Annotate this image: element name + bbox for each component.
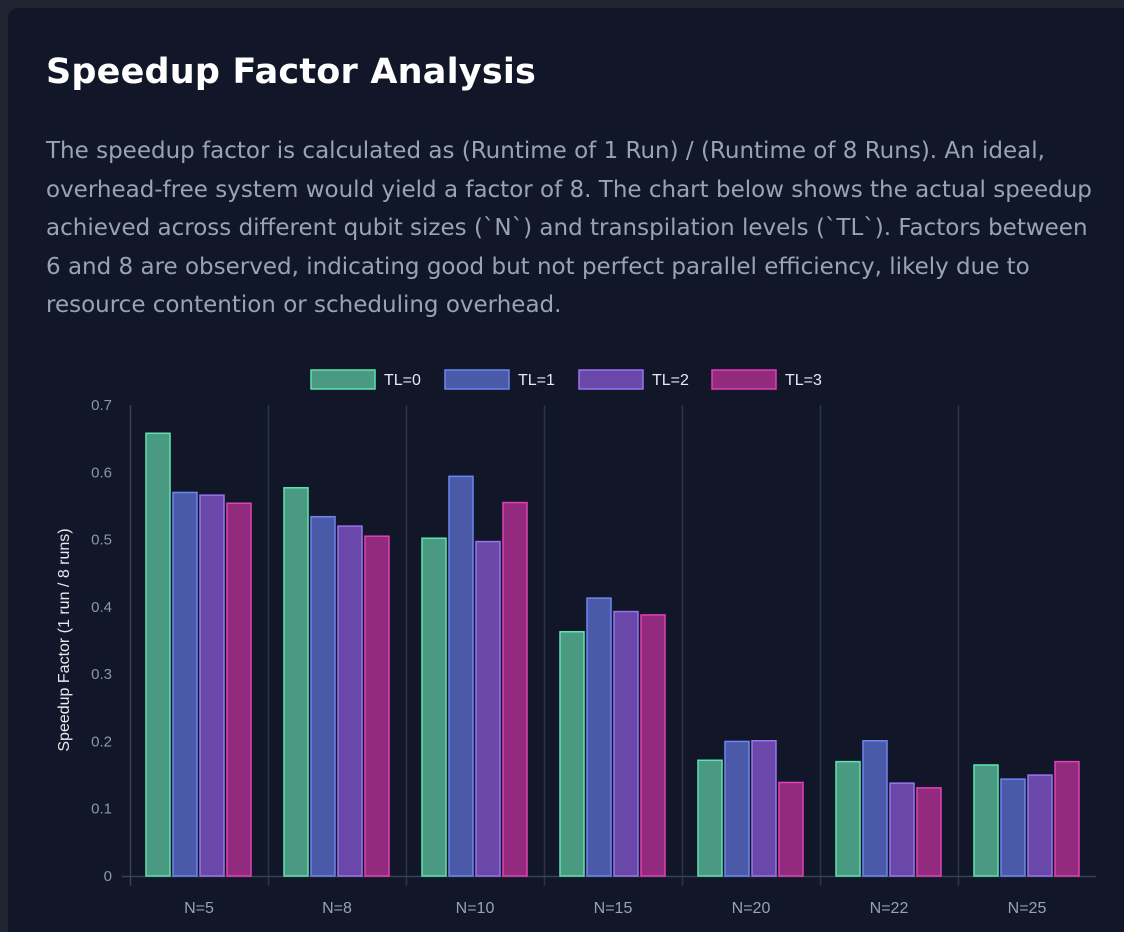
bar-tl1-n8[interactable] bbox=[310, 515, 336, 877]
legend-swatch[interactable] bbox=[711, 369, 777, 390]
bar-tl3-n5[interactable] bbox=[226, 502, 252, 877]
x-tick-label: N=20 bbox=[732, 900, 771, 917]
bar-tl1-n15[interactable] bbox=[586, 597, 612, 877]
chart-legend: TL=0 TL=1 TL=2 TL=3 bbox=[310, 369, 822, 390]
y-tick-label: 0 bbox=[104, 868, 112, 885]
bar-tl3-n20[interactable] bbox=[778, 781, 804, 877]
bar-tl1-n10[interactable] bbox=[448, 475, 474, 877]
x-tick-label: N=8 bbox=[322, 900, 352, 917]
x-tick-label: N=22 bbox=[870, 900, 909, 917]
x-tick-label: N=25 bbox=[1008, 900, 1047, 917]
bar-tl3-n25[interactable] bbox=[1054, 760, 1080, 877]
bar-tl2-n25[interactable] bbox=[1027, 774, 1053, 877]
bar-tl0-n5[interactable] bbox=[145, 432, 171, 877]
bar-tl0-n22[interactable] bbox=[835, 760, 861, 877]
y-tick-label: 0.6 bbox=[91, 464, 112, 481]
bar-tl1-n20[interactable] bbox=[724, 740, 750, 877]
section-description: The speedup factor is calculated as (Run… bbox=[46, 138, 1092, 318]
chart-axes: 0 0.1 0.2 0.3 0.4 0.5 0.6 0.7 N=5 N=8 N=10 N=15 N=20… bbox=[91, 397, 1046, 917]
y-tick-label: 0.3 bbox=[91, 666, 112, 683]
legend-label[interactable]: TL=3 bbox=[785, 372, 822, 389]
bar-tl1-n22[interactable] bbox=[862, 740, 888, 877]
y-tick-label: 0.1 bbox=[91, 801, 112, 818]
legend-label[interactable]: TL=2 bbox=[652, 372, 689, 389]
bar-tl0-n8[interactable] bbox=[283, 487, 309, 877]
chart-bars bbox=[145, 432, 1080, 877]
bar-tl1-n25[interactable] bbox=[1000, 778, 1026, 877]
x-tick-label: N=10 bbox=[456, 900, 495, 917]
section-title: Speedup Factor Analysis bbox=[46, 52, 537, 92]
y-tick-label: 0.5 bbox=[91, 532, 112, 549]
bar-tl0-n20[interactable] bbox=[697, 759, 723, 877]
bar-tl2-n22[interactable] bbox=[889, 782, 915, 877]
y-tick-label: 0.4 bbox=[91, 599, 112, 616]
x-tick-label: N=5 bbox=[184, 900, 214, 917]
bar-tl2-n8[interactable] bbox=[337, 525, 363, 877]
legend-swatch[interactable] bbox=[310, 369, 376, 390]
bar-tl2-n15[interactable] bbox=[613, 610, 639, 877]
legend-label[interactable]: TL=1 bbox=[518, 372, 555, 389]
x-tick-label: N=15 bbox=[594, 900, 633, 917]
legend-swatch[interactable] bbox=[578, 369, 644, 390]
bar-tl0-n25[interactable] bbox=[973, 764, 999, 877]
y-tick-label: 0.7 bbox=[91, 397, 112, 414]
legend-label[interactable]: TL=0 bbox=[384, 372, 421, 389]
bar-tl0-n10[interactable] bbox=[421, 537, 447, 877]
y-axis-label: Speedup Factor (1 run / 8 runs) bbox=[56, 528, 73, 751]
bar-tl0-n15[interactable] bbox=[559, 631, 585, 877]
bar-tl3-n10[interactable] bbox=[502, 501, 528, 877]
bar-tl2-n5[interactable] bbox=[199, 494, 225, 877]
bar-tl2-n10[interactable] bbox=[475, 540, 501, 877]
y-tick-label: 0.2 bbox=[91, 733, 112, 750]
bar-tl3-n15[interactable] bbox=[640, 614, 666, 877]
bar-tl3-n8[interactable] bbox=[364, 535, 390, 877]
bar-tl3-n22[interactable] bbox=[916, 787, 942, 877]
bar-tl1-n5[interactable] bbox=[172, 491, 198, 877]
bar-tl2-n20[interactable] bbox=[751, 740, 777, 877]
legend-swatch[interactable] bbox=[444, 369, 510, 390]
